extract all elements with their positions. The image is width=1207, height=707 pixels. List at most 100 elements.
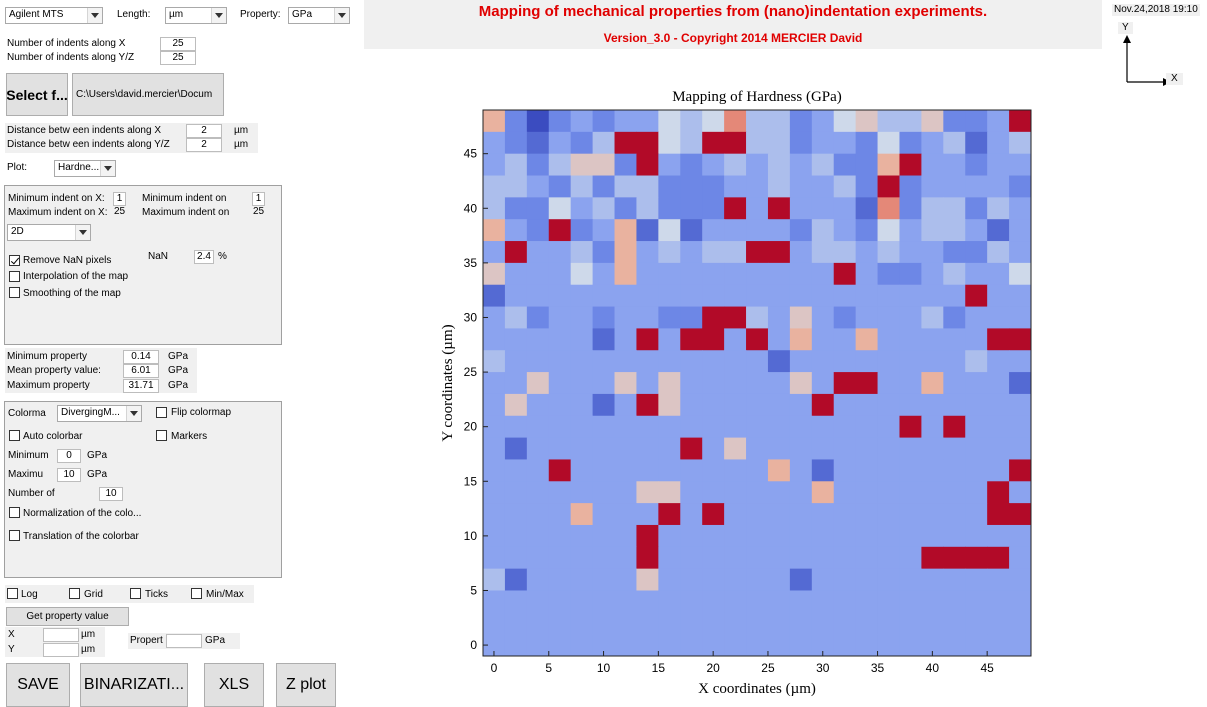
getprop-y-field[interactable] <box>43 643 79 657</box>
binarize-button[interactable]: BINARIZATI... <box>80 663 188 707</box>
heatmap-cell <box>614 350 637 373</box>
getprop-property-field <box>166 634 202 648</box>
getprop-x-field[interactable] <box>43 628 79 642</box>
plot-select[interactable]: Hardne... <box>54 160 116 177</box>
colorbar-max-field[interactable]: 10 <box>57 468 81 482</box>
heatmap-cell <box>1009 590 1032 613</box>
remove-nan-checkbox[interactable] <box>9 255 20 266</box>
markers-checkbox[interactable] <box>156 430 167 441</box>
heatmap-cell <box>483 415 506 439</box>
distance-y-field[interactable]: 2 <box>186 138 222 152</box>
heatmap-cell <box>921 328 944 351</box>
heatmap-cell <box>877 197 900 220</box>
nan-value-field: 2.4 <box>194 250 214 264</box>
heatmap-cell <box>548 328 572 351</box>
heatmap-cell <box>636 459 659 482</box>
heatmap-cell <box>570 568 594 591</box>
heatmap-cell <box>767 131 791 155</box>
heatmap-cell <box>899 197 922 220</box>
machine-select[interactable]: Agilent MTS <box>5 7 103 24</box>
heatmap-cell <box>658 372 681 395</box>
heatmap-cell <box>658 437 681 460</box>
flip-colormap-checkbox[interactable] <box>156 407 167 418</box>
save-button[interactable]: SAVE <box>6 663 70 707</box>
dimension-select[interactable]: 2D <box>7 224 91 241</box>
heatmap-cell <box>658 524 681 548</box>
heatmap-cell <box>548 153 572 177</box>
translation-checkbox[interactable] <box>9 530 20 541</box>
heatmap-cell <box>899 481 922 504</box>
heatmap-cell <box>702 372 725 395</box>
heatmap-cell <box>724 437 747 460</box>
heatmap-cell <box>1009 372 1032 395</box>
axis-x-label: X <box>1166 73 1183 85</box>
heatmap-cell <box>592 131 616 155</box>
get-property-button[interactable]: Get property value <box>6 607 129 626</box>
heatmap-cell <box>592 546 616 570</box>
property-unit-select[interactable]: GPa <box>288 7 350 24</box>
heatmap-cell <box>592 568 616 591</box>
grid-checkbox[interactable] <box>69 588 80 599</box>
ticks-checkbox[interactable] <box>130 588 141 599</box>
interpolation-checkbox[interactable] <box>9 271 20 282</box>
max-indent-y-field[interactable]: 25 <box>252 206 265 217</box>
max-indent-x-field[interactable]: 25 <box>113 206 126 217</box>
heatmap-cell <box>504 612 528 635</box>
colormap-select[interactable]: DivergingM... <box>57 405 142 422</box>
length-unit-select[interactable]: µm <box>165 7 227 24</box>
heatmap-cell <box>965 546 988 570</box>
heatmap-cell <box>570 219 594 242</box>
xls-button[interactable]: XLS <box>204 663 264 707</box>
heatmap-cell <box>1009 524 1032 548</box>
min-indent-x-field[interactable]: 1 <box>113 192 126 206</box>
heatmap-cell <box>987 612 1010 635</box>
heatmap-cell <box>877 372 900 395</box>
heatmap-cell <box>943 175 966 198</box>
indents-y-field[interactable]: 25 <box>160 51 196 65</box>
heatmap-cell <box>724 524 747 548</box>
heatmap-cell <box>965 568 988 591</box>
minmax-checkbox[interactable] <box>191 588 202 599</box>
heatmap-cell <box>833 590 857 613</box>
log-checkbox[interactable] <box>7 588 18 599</box>
heatmap-cell <box>504 219 528 242</box>
heatmap-cell <box>921 306 944 329</box>
heatmap-cell <box>987 459 1010 482</box>
auto-colorbar-checkbox[interactable] <box>9 430 20 441</box>
colorbar-number-field[interactable]: 10 <box>99 487 123 501</box>
zplot-button[interactable]: Z plot <box>276 663 336 707</box>
heatmap-cell <box>943 612 966 635</box>
heatmap-cell <box>921 197 944 220</box>
heatmap-cell <box>636 481 659 504</box>
normalization-checkbox[interactable] <box>9 507 20 518</box>
heatmap-cell <box>746 131 769 155</box>
heatmap-cell <box>767 415 791 439</box>
min-indent-y-field[interactable]: 1 <box>252 192 265 206</box>
heatmap-cell <box>504 437 528 460</box>
distance-x-field[interactable]: 2 <box>186 124 222 138</box>
heatmap-cell <box>504 634 528 657</box>
heatmap-cell <box>658 131 681 155</box>
heatmap-cell <box>570 437 594 460</box>
heatmap-cell <box>483 153 506 177</box>
heatmap-cell <box>899 546 922 570</box>
smoothing-checkbox[interactable] <box>9 287 20 298</box>
heatmap-cell <box>965 153 988 177</box>
select-file-button[interactable]: Select f... <box>6 73 68 116</box>
indents-x-field[interactable]: 25 <box>160 37 196 51</box>
heatmap-cell <box>680 590 703 613</box>
heatmap-cell <box>548 284 572 308</box>
heatmap-cell <box>877 175 900 198</box>
y-tick-label: 10 <box>464 529 478 543</box>
file-path-field: C:\Users\david.mercier\Docum <box>72 73 224 116</box>
heatmap-cell <box>965 503 988 526</box>
heatmap-cell <box>570 350 594 373</box>
nan-label: NaN <box>148 251 169 262</box>
ticks-label: Ticks <box>145 589 168 600</box>
heatmap-cell <box>767 241 791 264</box>
heatmap-cell <box>767 284 791 308</box>
max-indent-x-label: Maximum indent on X: <box>8 207 108 218</box>
heatmap-cell <box>833 197 857 220</box>
colorbar-min-field[interactable]: 0 <box>57 449 81 463</box>
min-property-field: 0.14 <box>123 350 159 364</box>
